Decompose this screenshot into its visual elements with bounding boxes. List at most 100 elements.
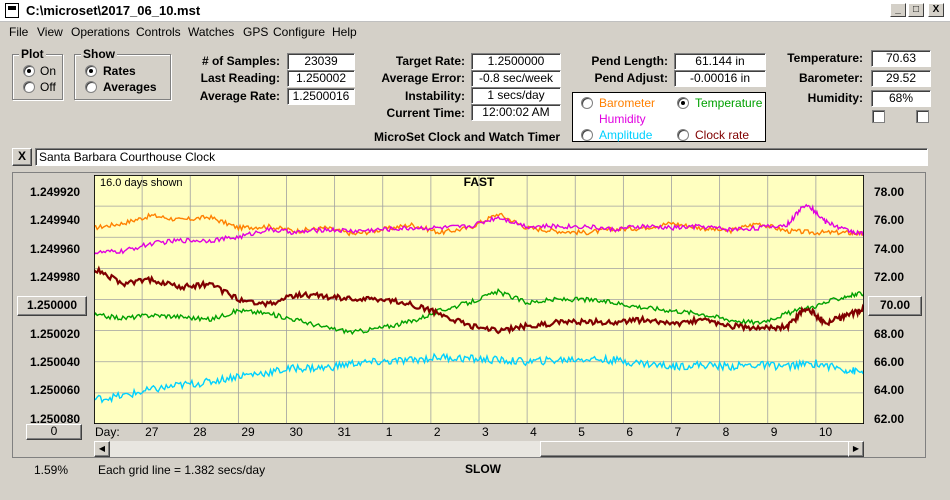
x-tick-label: 5 xyxy=(578,425,585,439)
plot-group: Plot On Off xyxy=(12,47,63,100)
pend-length-label: Pend Length: xyxy=(591,54,668,68)
current-time-field: 12:00:02 AM xyxy=(471,104,561,121)
show-averages-label: Averages xyxy=(103,80,157,94)
temperature-radio[interactable] xyxy=(677,97,689,109)
x-tick-label: 1 xyxy=(385,425,393,439)
y-right-tick: 64.00 xyxy=(874,383,905,397)
instability-label: Instability: xyxy=(404,89,465,103)
x-tick-label: 29 xyxy=(241,425,255,439)
x-tick-label: 3 xyxy=(482,425,489,439)
pend-adjust-label: Pend Adjust: xyxy=(594,71,668,85)
x-tick-label: 10 xyxy=(818,425,833,439)
instability-field: 1 secs/day xyxy=(471,87,561,104)
y-right-tick: 68.00 xyxy=(874,327,905,341)
menu-view[interactable]: View xyxy=(37,25,63,39)
horizontal-scrollbar[interactable]: ◀ ▶ xyxy=(94,441,864,457)
clock-rate-series-line xyxy=(94,265,864,335)
plot-off-radio[interactable] xyxy=(23,81,35,93)
chart-plot-area: 16.0 days shown FAST xyxy=(94,175,864,424)
scroll-right-arrow-icon[interactable]: ▶ xyxy=(848,441,864,457)
amplitude-radio[interactable] xyxy=(581,129,593,141)
center-rate-button[interactable]: 1.250000 xyxy=(17,296,87,316)
y-right-tick: 76.00 xyxy=(874,213,905,227)
scroll-thumb[interactable] xyxy=(540,441,850,457)
clock-name-input[interactable]: Santa Barbara Courthouse Clock xyxy=(35,148,928,166)
chart-gridlines xyxy=(94,175,864,424)
target-rate-field[interactable]: 1.2500000 xyxy=(471,53,561,70)
humidity-field: 68% xyxy=(871,90,931,107)
last-reading-field: 1.250002 xyxy=(287,70,355,87)
clear-name-button[interactable]: X xyxy=(12,148,32,166)
y-left-tick: 1.249920 xyxy=(30,185,81,199)
center-temperature-button[interactable]: 70.00 xyxy=(868,296,922,316)
window-title: C:\microset\2017_06_10.mst xyxy=(26,3,201,18)
x-tick-label: 2 xyxy=(433,425,441,439)
show-group: Show Rates Averages xyxy=(74,47,171,100)
clock-rate-radio[interactable] xyxy=(677,129,689,141)
menu-configure[interactable]: Configure xyxy=(273,25,326,39)
minimize-button[interactable]: _ xyxy=(890,3,906,17)
y-left-tick: 1.250040 xyxy=(30,355,81,369)
barometer-radio[interactable] xyxy=(581,97,593,109)
x-tick-label: 6 xyxy=(626,425,634,439)
temperature-option-label: Temperature xyxy=(695,96,763,110)
plot-group-title: Plot xyxy=(19,47,46,61)
plot-off-label: Off xyxy=(40,80,56,94)
barometer-series-line xyxy=(94,212,864,237)
average-error-label: Average Error: xyxy=(381,71,465,85)
fast-label: FAST xyxy=(464,175,495,189)
plot-on-radio[interactable] xyxy=(23,65,35,77)
x-tick-label: 8 xyxy=(722,425,730,439)
show-averages-radio[interactable] xyxy=(85,81,97,93)
last-reading-label: Last Reading: xyxy=(200,71,280,85)
chart-series xyxy=(94,203,864,404)
y-left-tick: 1.249960 xyxy=(30,242,81,256)
barometer-field: 29.52 xyxy=(871,70,931,87)
maximize-button[interactable]: □ xyxy=(908,3,924,17)
show-rates-label: Rates xyxy=(103,64,136,78)
humidity-series-line xyxy=(94,203,864,256)
menu-file[interactable]: File xyxy=(9,25,29,39)
scroll-left-arrow-icon[interactable]: ◀ xyxy=(94,441,110,457)
y-right-tick: 72.00 xyxy=(874,270,905,284)
x-tick-label: 7 xyxy=(674,425,682,439)
x-tick-label: 28 xyxy=(193,425,207,439)
slow-label: SLOW xyxy=(465,462,501,476)
pend-adjust-field: -0.00016 in xyxy=(674,70,766,87)
pend-length-field[interactable]: 61.144 in xyxy=(674,53,766,70)
temperature-field: 70.63 xyxy=(871,50,931,67)
x-axis-prefix: Day: xyxy=(95,425,120,439)
temperature-label: Temperature: xyxy=(787,51,863,65)
y-left-tick: 1.250080 xyxy=(30,412,81,426)
average-rate-label: Average Rate: xyxy=(199,89,280,103)
y-left-tick: 1.249980 xyxy=(30,270,81,284)
y-right-tick: 74.00 xyxy=(874,242,905,256)
menu-operations[interactable]: Operations xyxy=(71,25,130,39)
x-tick-label: 4 xyxy=(530,425,537,439)
close-button[interactable]: X xyxy=(928,3,944,17)
barometer-checkbox[interactable] xyxy=(872,110,885,123)
menu-gps[interactable]: GPS xyxy=(243,25,269,39)
menu-help[interactable]: Help xyxy=(332,25,357,39)
grid-note: Each grid line = 1.382 secs/day xyxy=(98,463,266,477)
menu-watches[interactable]: Watches xyxy=(188,25,235,39)
barometer-label: Barometer: xyxy=(798,71,863,85)
humidity-checkbox[interactable] xyxy=(916,110,929,123)
x-tick-label: 31 xyxy=(337,425,351,439)
amplitude-option-label: Amplitude xyxy=(599,128,653,142)
y-right-tick: 66.00 xyxy=(874,355,905,369)
menu-controls[interactable]: Controls xyxy=(136,25,181,39)
y-left-tick: 1.250060 xyxy=(30,383,81,397)
y-right-tick: 62.00 xyxy=(874,412,905,426)
x-tick-label: 30 xyxy=(289,425,303,439)
show-rates-radio[interactable] xyxy=(85,65,97,77)
x-tick-label: 27 xyxy=(145,425,159,439)
amplitude-series-line xyxy=(94,352,864,404)
offset-button[interactable]: 0 xyxy=(26,424,82,440)
days-shown-label: 16.0 days shown xyxy=(100,177,183,189)
clock-rate-option-label: Clock rate xyxy=(695,128,750,142)
percent-readout: 1.59% xyxy=(34,463,69,477)
average-error-field: -0.8 sec/week xyxy=(471,70,561,87)
samples-label: # of Samples: xyxy=(201,54,280,68)
app-icon[interactable] xyxy=(5,3,19,18)
